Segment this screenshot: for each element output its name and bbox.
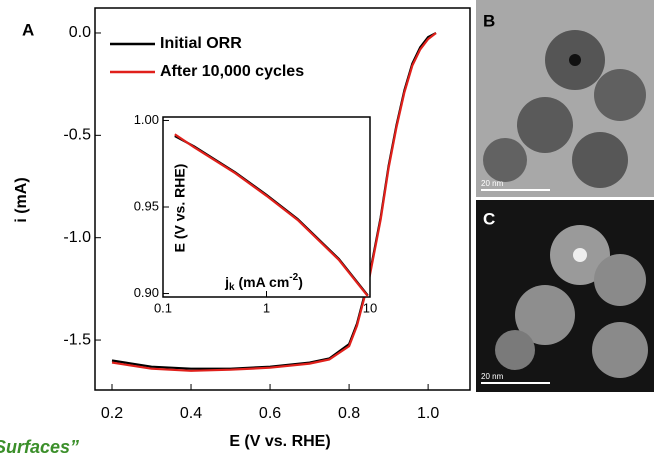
x-tick-label: 1.0 [417,405,439,422]
legend-label: After 10,000 cycles [160,63,304,80]
inset-x-label: jk (mA cm-2) [224,272,303,293]
y-tick-label: 0.95 [134,198,159,213]
inset-frame [162,116,371,298]
panel-label: C [483,209,495,228]
data-line [111,32,437,372]
image-c [476,200,654,392]
x-tick-label: 0.2 [101,405,123,422]
x-tick-label: 0.1 [154,300,172,315]
footer-text: Surfaces” [0,437,79,453]
y-tick-label: 0.90 [134,285,159,300]
plot-frame [94,7,471,391]
y-tick-label: -1.0 [63,229,91,246]
data-line [174,133,369,297]
inset-y-label: E (V vs. RHE) [172,164,188,253]
y-tick-label: 1.00 [134,112,159,127]
x-tick-label: 1 [263,300,270,315]
image-b [476,0,654,197]
x-axis-label: E (V vs. RHE) [229,433,330,450]
y-tick-label: 0.0 [69,24,91,41]
y-tick-label: -1.5 [63,331,91,348]
x-tick-label: 0.6 [259,405,281,422]
x-tick-label: 0.8 [338,405,360,422]
x-tick-label: 0.4 [180,405,202,422]
panel-label: B [483,11,495,30]
legend-label: Initial ORR [160,35,242,52]
panel-label: A [22,20,34,39]
x-tick-label: 10 [363,300,377,315]
scale-label: 20 nm [481,372,504,381]
y-axis-label: i (mA) [13,177,30,222]
scale-label: 20 nm [481,179,504,188]
y-tick-label: -0.5 [63,127,91,144]
